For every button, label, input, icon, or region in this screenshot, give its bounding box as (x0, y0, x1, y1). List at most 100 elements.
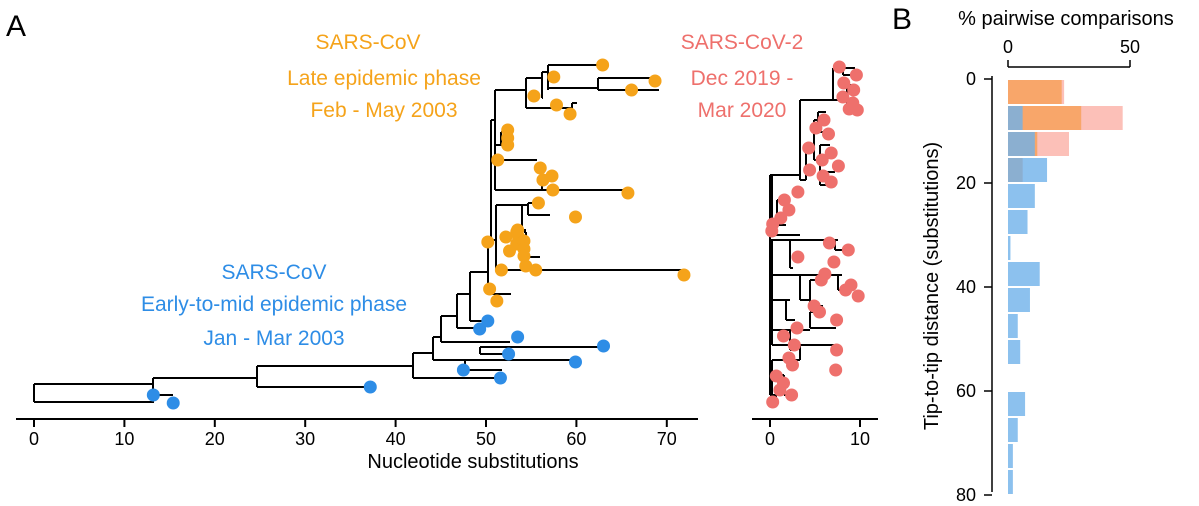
late-phase-tip (545, 169, 559, 183)
x-tick-label: 70 (657, 429, 677, 449)
sars-cov-2-tip (791, 185, 805, 199)
hist-bar-early-phase (1008, 444, 1013, 468)
hist-bar-early-phase (1008, 210, 1028, 234)
late-phase-tip (621, 186, 635, 200)
x-tick-label: 10 (114, 429, 134, 449)
sars-cov-2-tip (777, 193, 791, 207)
hist-ticks: 0 50 0 20 40 60 80 (956, 37, 1140, 505)
histogram-bars (1008, 80, 1123, 494)
late-annotation-line-2: Late epidemic phase (287, 67, 481, 90)
sars-cov-2-tip (832, 60, 846, 74)
pairwise-histogram: 0 50 0 20 40 60 80 % pairwise comparisons Tip-… (921, 8, 1174, 505)
hist-bar-early-phase (1008, 340, 1021, 364)
late-phase-tip (499, 230, 513, 244)
late-phase-tip (677, 268, 691, 282)
cov2-annotation: SARS-CoV-2 Dec 2019 - Mar 2020 (681, 31, 804, 122)
sars-cov-2-x-axis: 0 10 (752, 418, 878, 449)
hist-bar-early-phase (1008, 262, 1040, 286)
early-annotation-line-2: Early-to-mid epidemic phase (141, 293, 407, 316)
early-phase-tip (166, 396, 180, 410)
sars-cov-2-tip (809, 121, 823, 135)
sars-cov-2-tip (827, 255, 841, 269)
early-annotation-line-1: SARS-CoV (221, 261, 326, 284)
sars-cov-2-tip (803, 163, 817, 177)
hist-y-tick-label: 40 (956, 277, 976, 297)
sars-cov-2-tip (830, 313, 844, 327)
sars-cov-2-tip (791, 250, 805, 264)
sars-cov-2-tip (837, 76, 851, 90)
sars-cov-2-tip (777, 329, 790, 343)
sars-cov-2-tip (786, 358, 799, 372)
late-phase-tip (527, 89, 541, 103)
sars-cov-2-tip (829, 363, 843, 377)
late-annotation-line-3: Feb - May 2003 (310, 99, 457, 122)
late-phase-tip (517, 249, 531, 263)
hist-x-tick-label: 50 (1120, 37, 1140, 57)
hist-bar-early-phase (1008, 392, 1026, 416)
late-phase-tip (501, 138, 515, 152)
hist-y-tick-label: 20 (956, 173, 976, 193)
late-phase-tip (531, 196, 545, 210)
x-tick-label: 10 (850, 429, 870, 449)
late-phase-tip (648, 74, 662, 88)
panel-a-label: A (6, 10, 26, 43)
late-phase-annotation: SARS-CoV Late epidemic phase Feb - May 2… (287, 31, 481, 122)
early-phase-tip (493, 371, 507, 385)
sars-cov-2-tip (773, 383, 787, 397)
late-phase-tip (494, 263, 508, 277)
panel-b-label: B (892, 3, 912, 36)
early-phase-tip (146, 388, 160, 402)
late-phase-tip (529, 263, 543, 277)
sars-cov-2-tip (765, 224, 779, 238)
early-phase-tip (456, 363, 470, 377)
late-phase-tip (490, 294, 504, 308)
sars-cov-2-tip (766, 395, 780, 409)
late-phase-tip (491, 153, 505, 167)
hist-bar-early-phase (1008, 184, 1035, 208)
late-phase-tip (481, 235, 495, 249)
x-tick-label: 0 (29, 429, 39, 449)
sars-cov-2-tip (787, 338, 801, 352)
cov2-annotation-line-3: Mar 2020 (698, 99, 787, 122)
early-annotation-line-3: Jan - Mar 2003 (203, 327, 344, 350)
hist-bar-early-phase (1008, 106, 1023, 130)
sars-cov-2-tip (782, 203, 796, 217)
sars-cov-2-tip (822, 127, 835, 141)
late-phase-tip (483, 282, 497, 296)
hist-bar-early-phase (1008, 470, 1013, 494)
hist-y-tick-label: 80 (956, 485, 976, 505)
late-phase-tip (625, 83, 639, 97)
hist-x-tick-label: 0 (1003, 37, 1013, 57)
late-phase-tip (533, 161, 547, 175)
sars-cov-2-tip (831, 159, 845, 173)
sars-cov-2-tip (830, 343, 844, 357)
sars-cov-x-axis: Nucleotide substitutions 0 10 20 30 40 50 60 70 (16, 418, 698, 473)
cov2-annotation-line-1: SARS-CoV-2 (681, 31, 804, 54)
sars-cov-2-tip (815, 153, 829, 167)
late-phase-tip (550, 98, 564, 112)
hist-bar-early-phase (1008, 132, 1035, 156)
late-annotation-line-1: SARS-CoV (315, 31, 420, 54)
x-tick-label: 50 (476, 429, 496, 449)
sars-cov-2-tip (851, 289, 865, 303)
sars-cov-2-tip (836, 90, 850, 104)
early-phase-tip (363, 380, 377, 394)
hist-bar-early-phase (1008, 288, 1030, 312)
late-phase-tip (596, 58, 610, 72)
sars-cov-2-tip (790, 321, 804, 335)
sars-cov-2-tip (849, 68, 863, 82)
hist-bar-early-phase (1008, 314, 1018, 338)
sars-cov-2-tip (839, 283, 853, 297)
hist-bar-late-phase (1008, 80, 1062, 104)
late-phase-tip (568, 210, 582, 224)
sars-cov-2-tip (824, 175, 838, 189)
sars-cov-2-tip (847, 83, 861, 97)
sars-cov-2-tip (824, 146, 838, 160)
sars-cov-2-tip (813, 305, 826, 319)
late-phase-tip (563, 107, 577, 121)
cov2-annotation-line-2: Dec 2019 - (691, 67, 794, 90)
late-phase-tip (519, 259, 533, 273)
late-phase-tip (546, 183, 560, 197)
x-axis-label: Nucleotide substitutions (367, 451, 578, 473)
